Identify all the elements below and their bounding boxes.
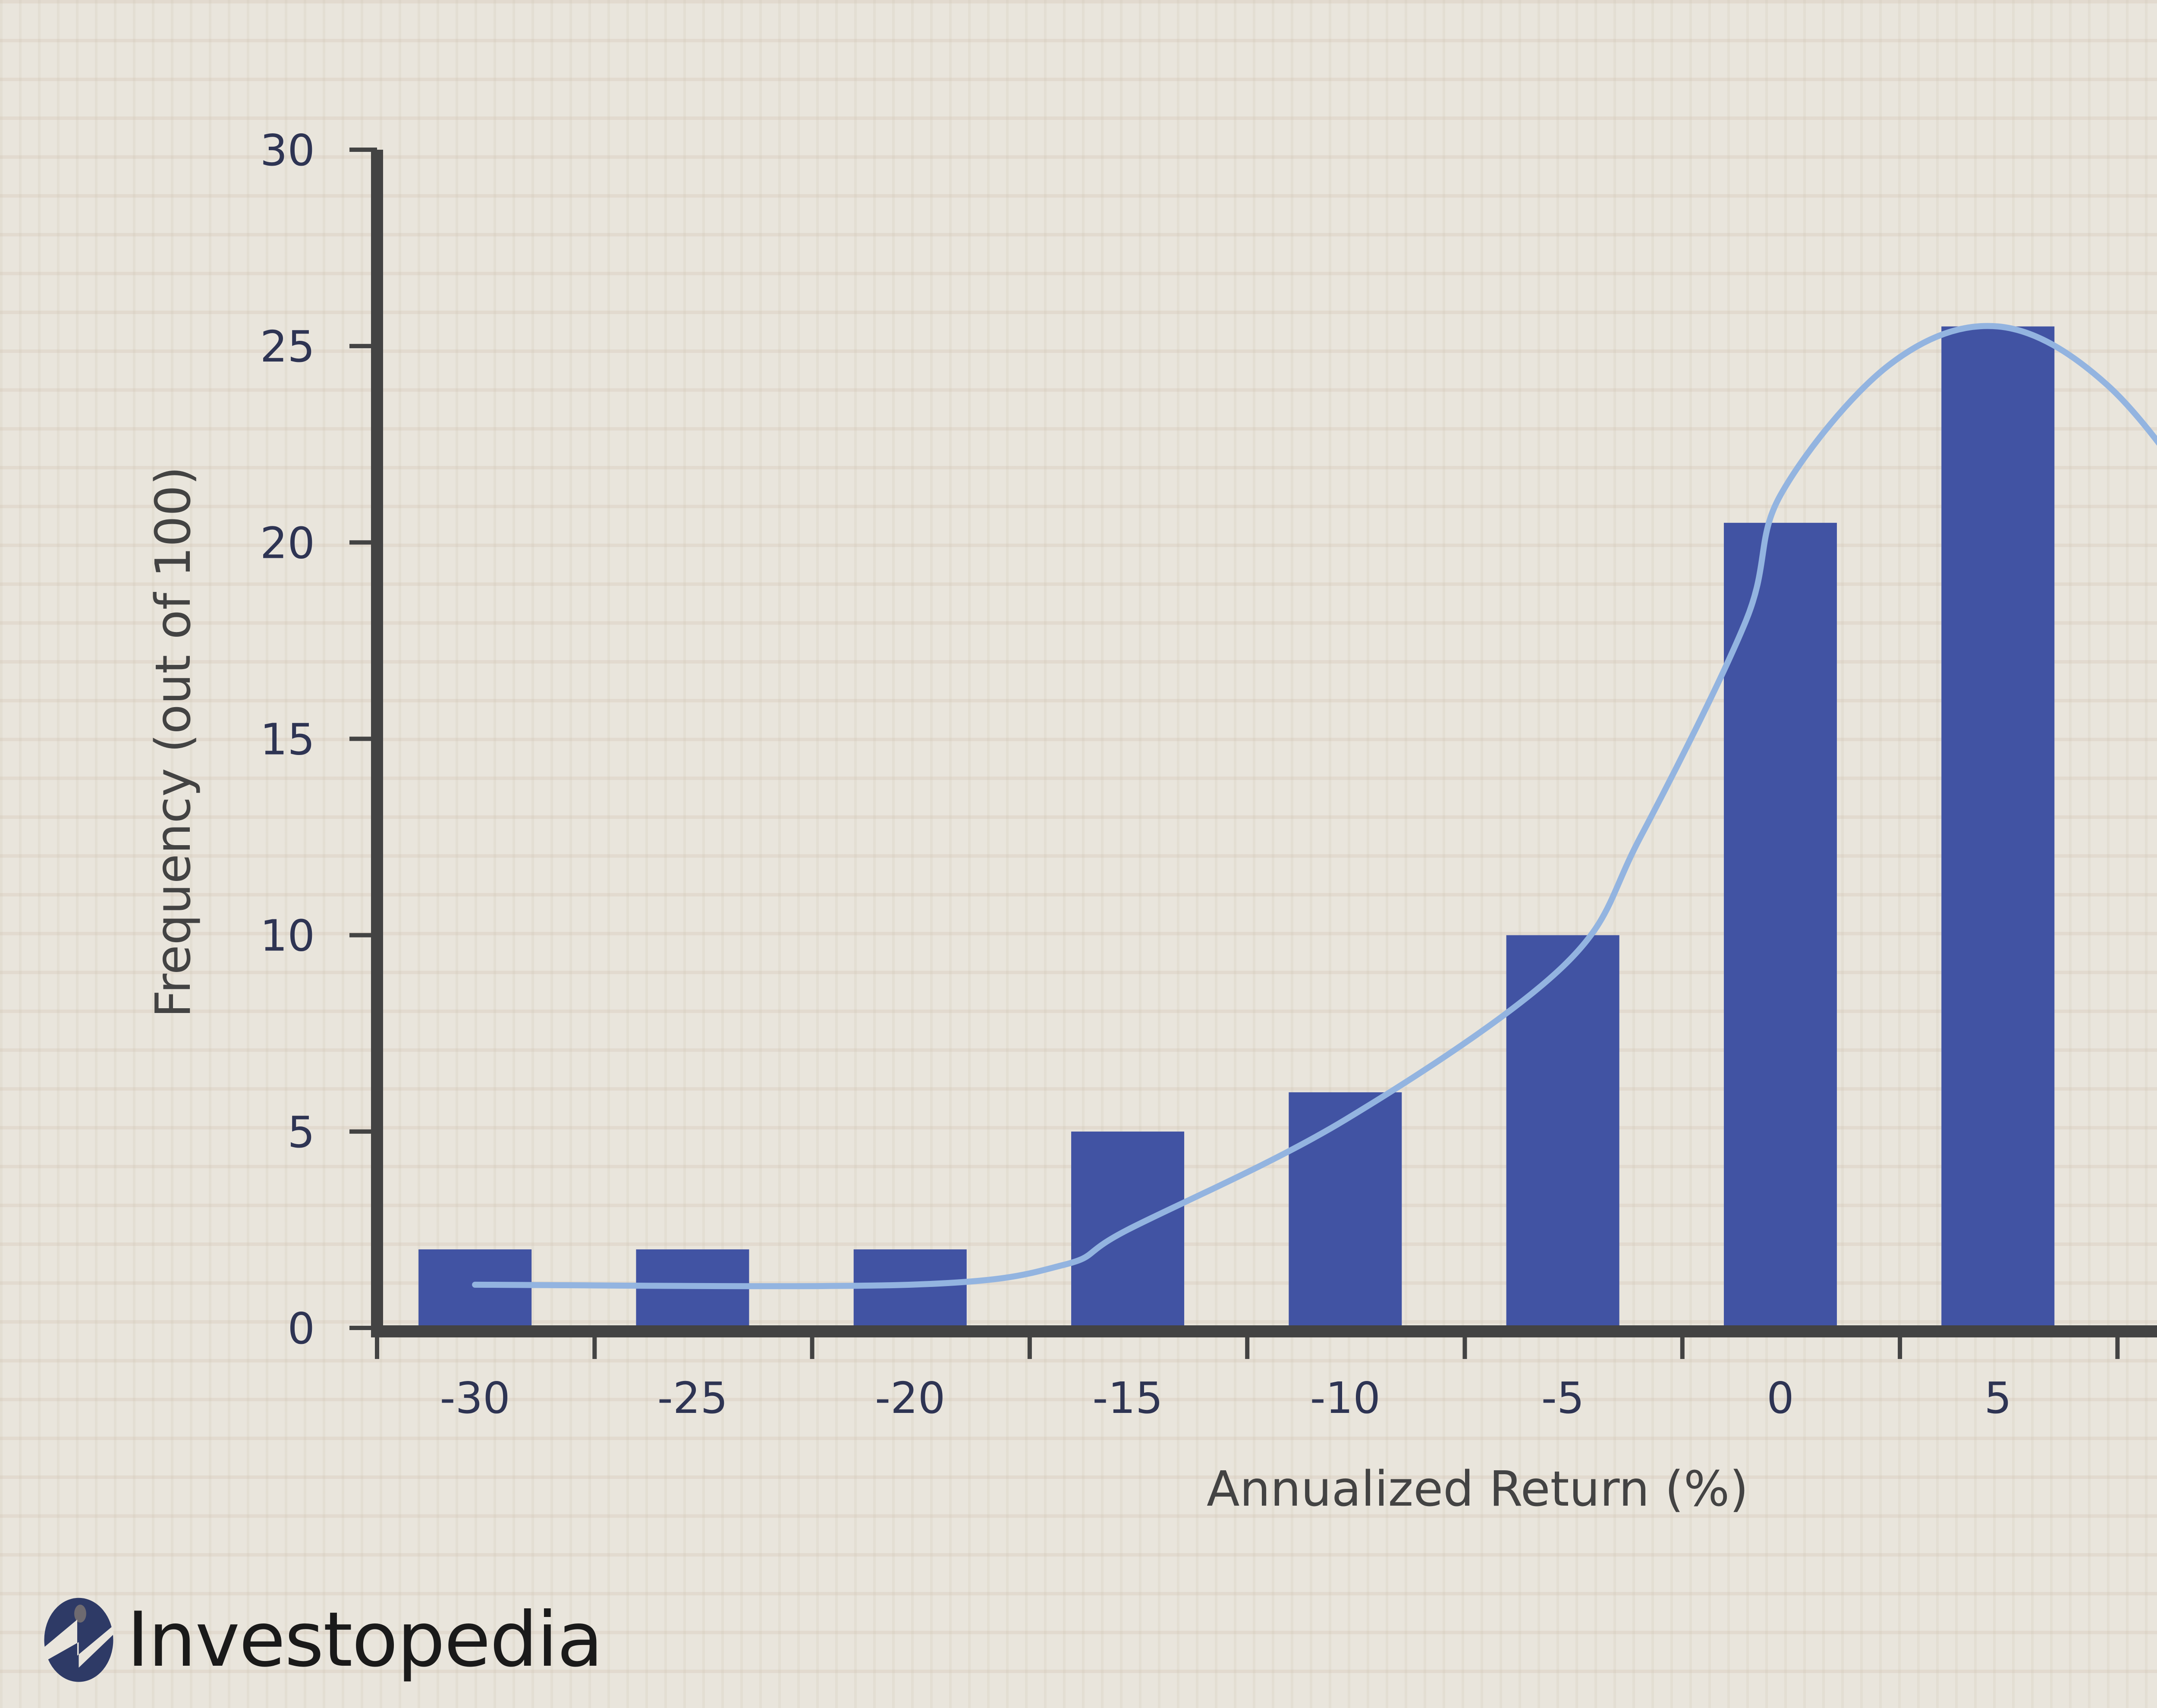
y-tick-label: 30	[260, 125, 315, 176]
x-tick-label: -30	[440, 1373, 510, 1423]
logo-text: Investopedia	[127, 1596, 603, 1684]
investopedia-mark-icon	[41, 1598, 113, 1682]
y-tick-label: 20	[260, 518, 315, 568]
y-tick-label: 0	[287, 1303, 315, 1354]
x-tick-label: 0	[1767, 1373, 1794, 1423]
distribution-curve	[472, 323, 2157, 1290]
x-tick-label: -5	[1541, 1373, 1585, 1423]
x-tick-label: -15	[1092, 1373, 1163, 1423]
x-tick-label: 5	[1984, 1373, 2012, 1423]
y-tick-label: 5	[287, 1107, 315, 1158]
bar--10	[1289, 1092, 1402, 1328]
bar-0	[1723, 522, 1837, 1328]
bar--30	[418, 1249, 532, 1328]
x-tick-label: -20	[875, 1373, 945, 1423]
y-tick-label: 15	[260, 714, 315, 765]
x-tick-label: -25	[657, 1373, 728, 1423]
y-tick-label: 10	[260, 911, 315, 961]
bars	[418, 326, 2055, 1328]
investopedia-logo: Investopedia	[41, 1596, 603, 1684]
bar--20	[853, 1249, 967, 1328]
y-tick-label: 25	[260, 321, 315, 372]
x-axis-ticks: -30-25-20-15-10-5051015	[375, 1337, 2120, 1423]
x-tick-label: -10	[1310, 1373, 1380, 1423]
x-axis-label: Annualized Return (%)	[1207, 1461, 1748, 1517]
y-axis-ticks: 0 5 10 15 20 25 30	[260, 125, 377, 1354]
x-axis-line	[371, 1325, 2157, 1337]
y-axis-label: Frequency (out of 100)	[145, 466, 201, 1018]
y-axis-line	[371, 150, 383, 1334]
bar-5	[1941, 326, 2055, 1328]
axes	[371, 150, 2157, 1337]
bar--5	[1506, 935, 1619, 1328]
